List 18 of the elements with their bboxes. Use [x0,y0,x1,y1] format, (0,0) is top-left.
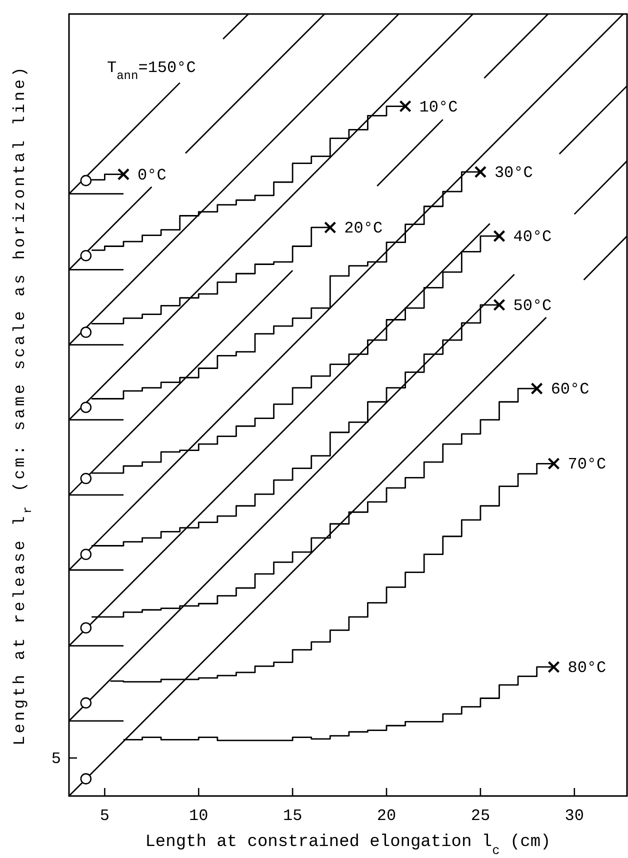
series-label: 70°C [568,456,606,474]
annotation: T$_{ann}$=150°C [107,59,196,83]
series-label: 30°C [494,164,533,182]
x-tick-label: 15 [282,807,302,825]
x-axis-title: Length at constrained elongation l$_{c}$ (cm) [145,833,551,858]
series-label: 60°C [550,380,590,399]
x-tick-label: 10 [189,807,208,825]
series-label: 40°C [513,228,552,246]
x-tick-label: 30 [564,807,584,825]
series-label: 10°C [419,98,458,116]
text: 5 [51,750,61,768]
series-label: 80°C [568,658,606,677]
series-label: 50°C [513,296,552,315]
x-tick-label: 5 [100,807,110,825]
x-tick-label: 20 [376,807,396,825]
series-label: 20°C [344,219,383,238]
series-label: 0°C [137,166,166,184]
x-tick-label: 25 [470,807,490,825]
